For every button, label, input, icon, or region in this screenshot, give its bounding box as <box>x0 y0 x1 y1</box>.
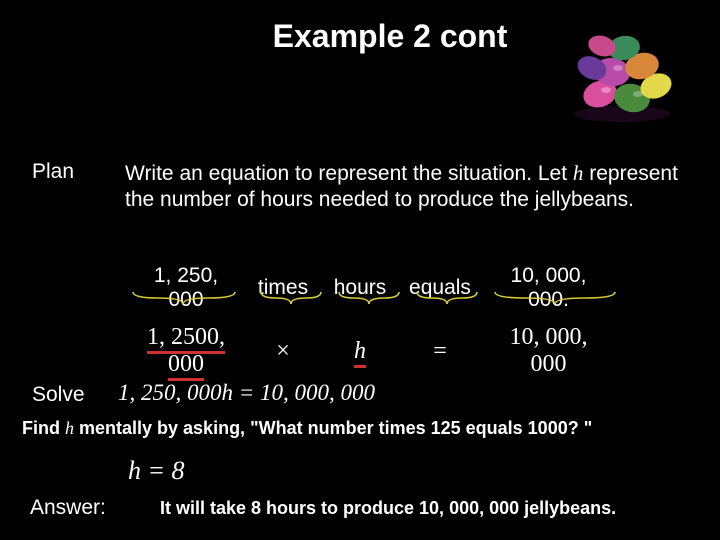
variable-h-2: h <box>65 418 74 438</box>
h-equals-8: h = 8 <box>128 456 185 486</box>
variable-h: h <box>573 161 584 185</box>
eq-math-1: 1, 2500, 000 <box>127 324 245 378</box>
find-text: Find h mentally by asking, "What number … <box>22 418 702 439</box>
plan-text: Write an equation to represent the situa… <box>125 160 685 214</box>
answer-label: Answer: <box>30 496 106 520</box>
jellybeans-image <box>562 28 682 123</box>
plan-text-before: Write an equation to represent the situa… <box>125 162 573 185</box>
eq-math-3: h <box>321 324 399 378</box>
find-before: Find <box>22 418 65 438</box>
equation-math-row: 1, 2500, 000 × h = 10, 000, 000 <box>125 322 618 380</box>
plan-label: Plan <box>32 160 74 184</box>
eq-math-5: 10, 000, 000 <box>481 324 616 378</box>
eq-math-2: × <box>247 324 319 378</box>
find-after: mentally by asking, "What number times 1… <box>74 418 592 438</box>
brace-decorations <box>123 290 623 308</box>
solve-equation: 1, 250, 000h = 10, 000, 000 <box>118 380 375 406</box>
solve-label: Solve <box>32 383 85 407</box>
answer-text: It will take 8 hours to produce 10, 000,… <box>160 498 616 519</box>
eq-math-4: = <box>401 324 479 378</box>
